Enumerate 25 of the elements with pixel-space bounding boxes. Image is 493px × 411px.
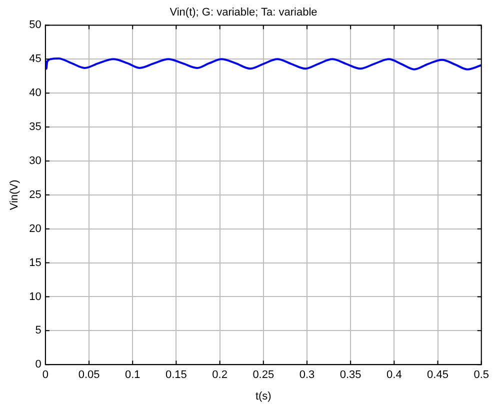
y-tick-label: 35 xyxy=(29,121,42,134)
x-tick-label: 0.1 xyxy=(124,369,140,382)
y-tick-label: 40 xyxy=(29,87,42,100)
x-tick-label: 0.25 xyxy=(252,369,274,382)
x-tick-label: 0.45 xyxy=(427,369,448,382)
y-tick-label: 45 xyxy=(29,53,42,66)
line-series xyxy=(45,57,482,70)
x-tick-label: 0.5 xyxy=(474,369,490,382)
chart-title: Vin(t); G: variable; Ta: variable xyxy=(170,6,318,19)
y-tick-label: 30 xyxy=(29,154,42,167)
y-tick-label: 5 xyxy=(35,324,42,337)
x-tick-label: 0.15 xyxy=(166,369,187,382)
y-tick-label: 20 xyxy=(29,222,42,235)
x-tick-label: 0.4 xyxy=(386,369,402,382)
x-tick-label: 0.3 xyxy=(299,369,315,382)
x-axis-title: t(s) xyxy=(255,390,272,402)
y-tick-label: 0 xyxy=(35,358,42,371)
y-axis-title: Vin(V) xyxy=(8,180,21,210)
x-tick-label: 0.35 xyxy=(340,369,362,382)
x-tick-label: 0.05 xyxy=(78,369,100,382)
y-tick-label: 25 xyxy=(29,188,42,201)
y-tick-label: 10 xyxy=(29,290,42,303)
y-tick-label: 50 xyxy=(29,19,42,32)
y-tick-label: 15 xyxy=(29,256,42,269)
x-tick-label: 0.2 xyxy=(212,369,228,382)
